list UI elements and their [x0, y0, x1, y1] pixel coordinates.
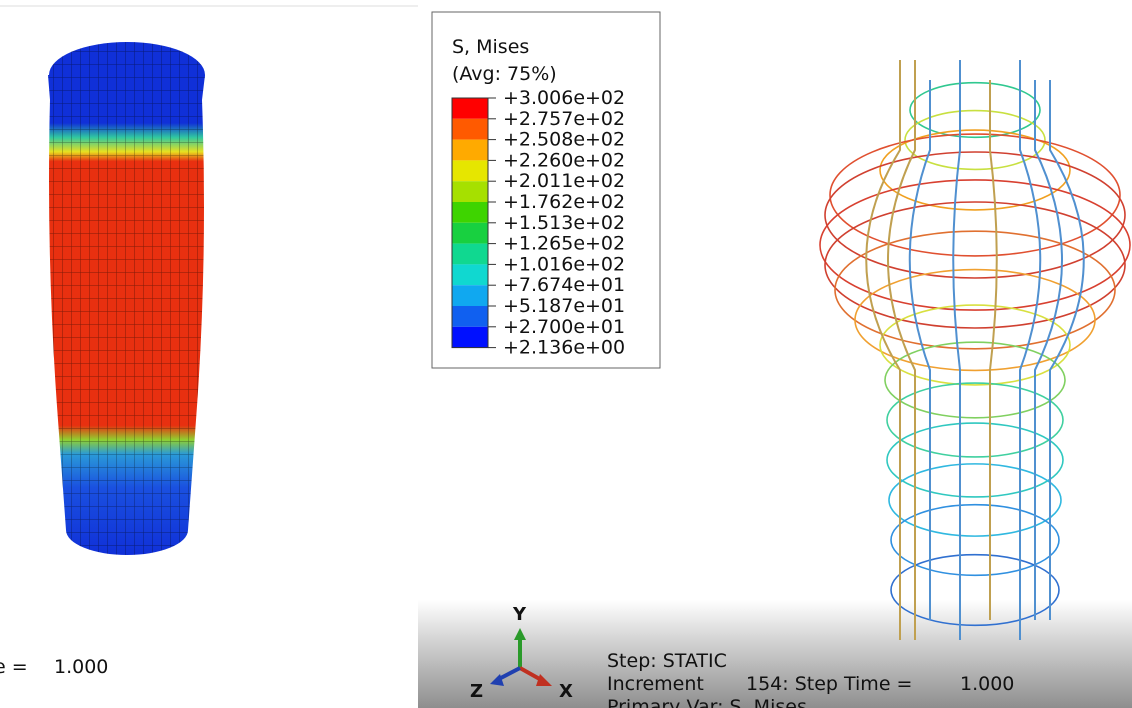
increment-value: 154: Step Time = — [746, 673, 912, 695]
increment-label: Increment — [607, 673, 704, 695]
stirrup — [884, 341, 1066, 419]
legend-band — [452, 139, 488, 161]
longitudinal-bar — [1019, 60, 1042, 640]
stirrup — [886, 422, 1064, 498]
legend-label: +1.265e+02 — [503, 233, 625, 255]
stirrup — [829, 133, 1121, 257]
legend-label: +2.260e+02 — [503, 149, 625, 171]
stirrup — [888, 463, 1062, 537]
legend-label: +1.762e+02 — [503, 191, 625, 213]
legend-label: +2.136e+00 — [503, 337, 625, 359]
legend-band — [452, 160, 488, 182]
time-label: e = — [0, 656, 28, 678]
step: Step: STATIC — [607, 650, 727, 672]
stirrup — [904, 109, 1046, 171]
longitudinal-bar — [887, 60, 916, 640]
longitudinal-bar — [908, 80, 931, 620]
legend-band — [452, 202, 488, 223]
stirrup — [824, 151, 1126, 279]
axis-z-label: Z — [470, 681, 483, 702]
status-background — [418, 600, 1132, 708]
legend-label: +2.011e+02 — [503, 170, 625, 192]
rebar-cage — [819, 60, 1131, 640]
legend-label: +7.674e+01 — [503, 274, 625, 296]
legend-band — [452, 181, 488, 202]
longitudinal-bar — [952, 60, 961, 640]
step-time: 1.000 — [960, 673, 1014, 695]
longitudinal-bar — [865, 60, 901, 640]
axis-triad — [490, 628, 552, 686]
legend-band — [452, 264, 488, 286]
legend-title: S, Mises — [452, 36, 529, 58]
longitudinal-bar — [989, 80, 998, 620]
axis-x-label: X — [559, 681, 573, 702]
stirrup — [819, 179, 1131, 311]
stirrup — [886, 382, 1064, 458]
stirrup — [824, 201, 1126, 329]
legend-label: +2.508e+02 — [503, 129, 625, 151]
legend-band — [452, 285, 488, 306]
time-value: 1.000 — [54, 656, 108, 678]
legend-label: +2.700e+01 — [503, 316, 625, 338]
stirrup — [834, 230, 1116, 350]
legend-label: +3.006e+02 — [503, 87, 625, 109]
stirrup — [879, 129, 1071, 211]
legend-band — [452, 306, 488, 327]
stirrup — [854, 268, 1096, 372]
stirrup — [890, 553, 1060, 627]
legend-band — [452, 326, 488, 348]
legend-label: +1.513e+02 — [503, 212, 625, 234]
column-model — [48, 42, 205, 555]
legend-label: +1.016e+02 — [503, 253, 625, 275]
legend-subtitle: (Avg: 75%) — [452, 63, 557, 85]
legend-band — [452, 243, 488, 265]
longitudinal-bar — [1034, 80, 1063, 620]
legend-band — [452, 222, 488, 244]
legend-label: +2.757e+02 — [503, 108, 625, 130]
legend-band — [452, 118, 488, 140]
legend-label: +5.187e+01 — [503, 295, 625, 317]
axis-y-label: Y — [512, 604, 527, 625]
longitudinal-bar — [1049, 80, 1085, 620]
stirrup — [909, 81, 1041, 139]
stirrup — [879, 304, 1071, 386]
stirrup — [890, 503, 1060, 577]
legend-band — [452, 98, 488, 119]
primary-var: Primary Var: S, Mises — [607, 696, 807, 708]
legend-color-bar: +3.006e+02+2.757e+02+2.508e+02+2.260e+02… — [451, 87, 625, 359]
